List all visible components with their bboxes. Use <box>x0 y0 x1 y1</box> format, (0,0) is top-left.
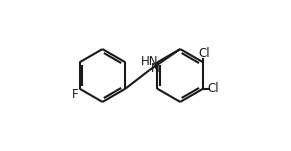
Text: N: N <box>151 62 159 75</box>
Text: HN: HN <box>141 55 159 68</box>
Text: Cl: Cl <box>208 82 219 95</box>
Text: Cl: Cl <box>199 47 210 60</box>
Text: F: F <box>72 88 78 101</box>
